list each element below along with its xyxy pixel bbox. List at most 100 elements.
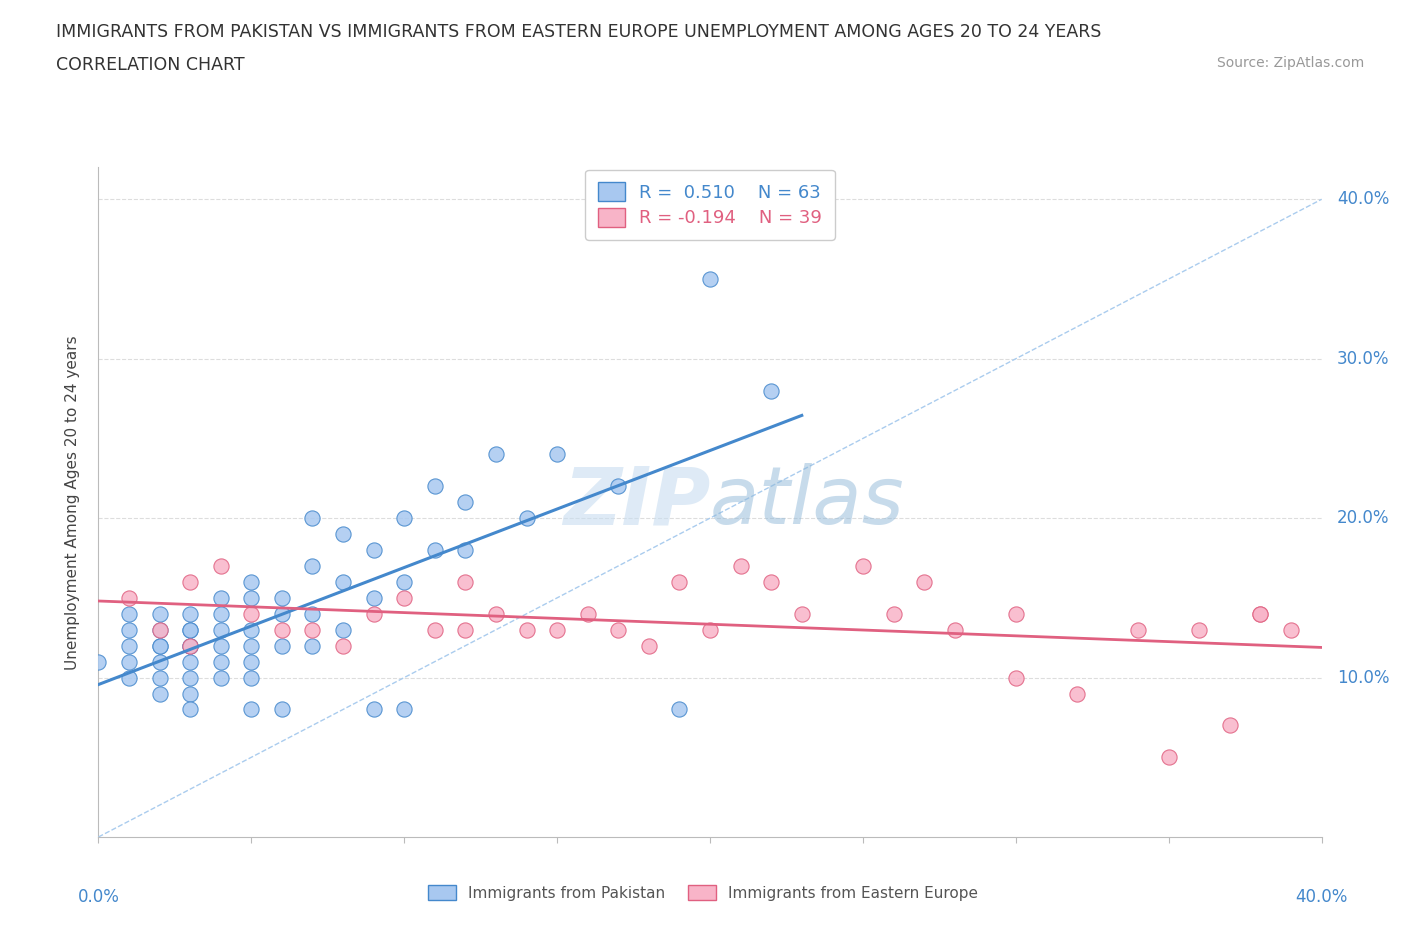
- Point: [454, 542, 477, 557]
- Point: [301, 559, 323, 574]
- Point: [179, 686, 201, 701]
- Point: [149, 638, 172, 653]
- Point: [209, 622, 232, 637]
- Point: [240, 622, 263, 637]
- Point: [209, 606, 232, 621]
- Point: [179, 638, 201, 653]
- Point: [179, 638, 201, 653]
- Point: [301, 606, 323, 621]
- Point: [1004, 606, 1026, 621]
- Point: [637, 638, 661, 653]
- Point: [607, 622, 630, 637]
- Point: [87, 654, 110, 669]
- Point: [392, 575, 416, 590]
- Point: [240, 638, 263, 653]
- Point: [209, 654, 232, 669]
- Point: [392, 511, 416, 525]
- Point: [240, 671, 263, 685]
- Point: [699, 272, 721, 286]
- Point: [270, 638, 292, 653]
- Point: [576, 606, 599, 621]
- Point: [423, 542, 446, 557]
- Point: [149, 671, 172, 685]
- Point: [1188, 622, 1211, 637]
- Point: [454, 495, 477, 510]
- Point: [332, 526, 354, 541]
- Text: atlas: atlas: [710, 463, 905, 541]
- Point: [790, 606, 813, 621]
- Text: Source: ZipAtlas.com: Source: ZipAtlas.com: [1216, 56, 1364, 70]
- Point: [179, 622, 201, 637]
- Point: [883, 606, 905, 621]
- Point: [1249, 606, 1271, 621]
- Point: [332, 575, 354, 590]
- Point: [607, 479, 630, 494]
- Point: [118, 606, 141, 621]
- Legend: R =  0.510    N = 63, R = -0.194    N = 39: R = 0.510 N = 63, R = -0.194 N = 39: [585, 170, 835, 240]
- Point: [759, 575, 782, 590]
- Point: [240, 606, 263, 621]
- Point: [332, 638, 354, 653]
- Point: [912, 575, 935, 590]
- Y-axis label: Unemployment Among Ages 20 to 24 years: Unemployment Among Ages 20 to 24 years: [65, 335, 80, 670]
- Legend: Immigrants from Pakistan, Immigrants from Eastern Europe: Immigrants from Pakistan, Immigrants fro…: [420, 877, 986, 909]
- Text: 0.0%: 0.0%: [77, 888, 120, 906]
- Point: [179, 622, 201, 637]
- Point: [332, 622, 354, 637]
- Point: [423, 479, 446, 494]
- Point: [240, 575, 263, 590]
- Point: [118, 654, 141, 669]
- Point: [149, 686, 172, 701]
- Point: [1004, 671, 1026, 685]
- Point: [1279, 622, 1302, 637]
- Point: [423, 622, 446, 637]
- Point: [118, 591, 141, 605]
- Point: [485, 447, 508, 462]
- Point: [1249, 606, 1271, 621]
- Point: [546, 447, 568, 462]
- Point: [149, 654, 172, 669]
- Point: [149, 622, 172, 637]
- Point: [179, 606, 201, 621]
- Point: [943, 622, 966, 637]
- Point: [149, 638, 172, 653]
- Point: [546, 622, 568, 637]
- Point: [363, 542, 385, 557]
- Text: 40.0%: 40.0%: [1337, 191, 1389, 208]
- Point: [179, 638, 201, 653]
- Point: [118, 671, 141, 685]
- Point: [301, 638, 323, 653]
- Point: [454, 622, 477, 637]
- Point: [668, 575, 690, 590]
- Text: 20.0%: 20.0%: [1337, 509, 1389, 527]
- Point: [179, 671, 201, 685]
- Point: [149, 622, 172, 637]
- Point: [392, 591, 416, 605]
- Point: [301, 511, 323, 525]
- Text: CORRELATION CHART: CORRELATION CHART: [56, 56, 245, 73]
- Point: [179, 702, 201, 717]
- Point: [1157, 750, 1180, 764]
- Text: 30.0%: 30.0%: [1337, 350, 1389, 367]
- Point: [118, 622, 141, 637]
- Point: [363, 591, 385, 605]
- Point: [301, 622, 323, 637]
- Point: [516, 511, 538, 525]
- Text: ZIP: ZIP: [562, 463, 710, 541]
- Point: [1128, 622, 1150, 637]
- Point: [179, 575, 201, 590]
- Point: [209, 671, 232, 685]
- Point: [668, 702, 690, 717]
- Point: [730, 559, 752, 574]
- Text: 10.0%: 10.0%: [1337, 669, 1389, 686]
- Point: [209, 591, 232, 605]
- Point: [759, 383, 782, 398]
- Point: [209, 638, 232, 653]
- Text: IMMIGRANTS FROM PAKISTAN VS IMMIGRANTS FROM EASTERN EUROPE UNEMPLOYMENT AMONG AG: IMMIGRANTS FROM PAKISTAN VS IMMIGRANTS F…: [56, 23, 1102, 41]
- Point: [1219, 718, 1241, 733]
- Point: [852, 559, 875, 574]
- Point: [118, 638, 141, 653]
- Point: [179, 654, 201, 669]
- Point: [363, 702, 385, 717]
- Point: [270, 622, 292, 637]
